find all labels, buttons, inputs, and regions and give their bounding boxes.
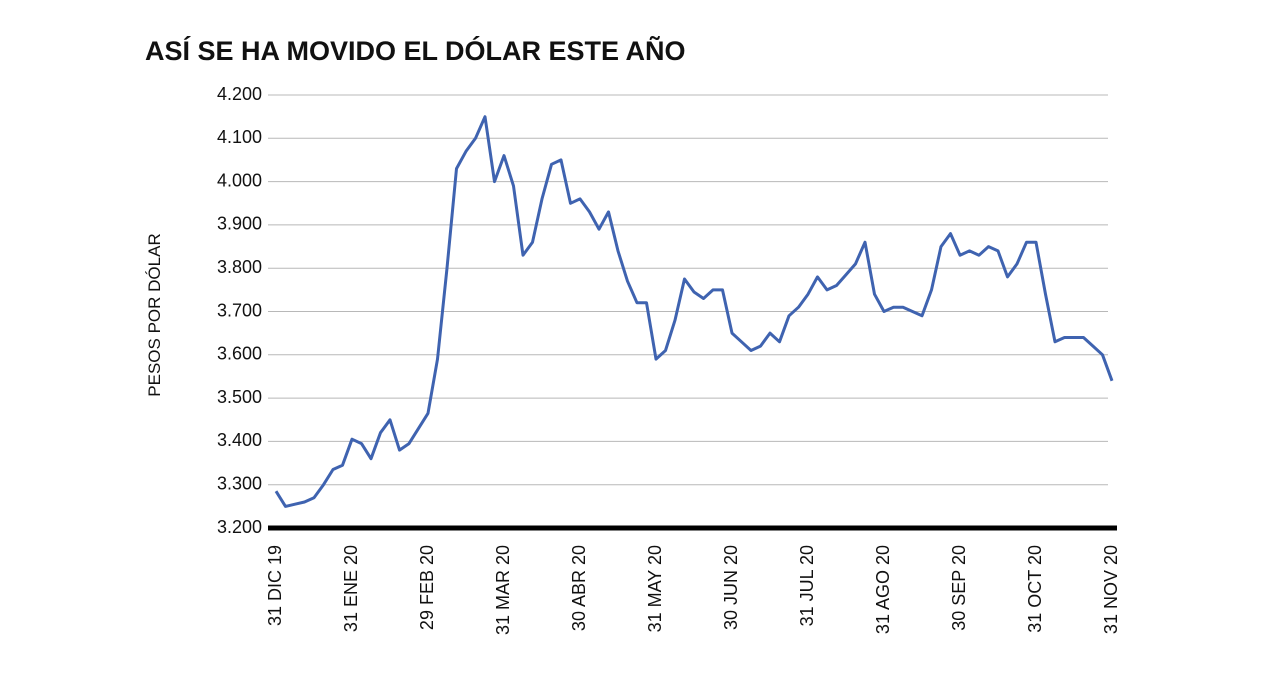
y-axis-label: PESOS POR DÓLAR: [145, 233, 164, 396]
y-tick-label: 3.700: [217, 300, 262, 320]
y-tick-label: 3.500: [217, 387, 262, 407]
x-tick-label: 31 DIC 19: [265, 545, 285, 626]
y-tick-label: 3.800: [217, 257, 262, 277]
x-tick-label: 31 MAY 20: [645, 545, 665, 632]
y-tick-label: 4.200: [217, 84, 262, 104]
y-tick-label: 3.600: [217, 344, 262, 364]
y-tick-label: 3.400: [217, 430, 262, 450]
x-tick-label: 31 ENE 20: [341, 545, 361, 632]
x-tick-label: 31 AGO 20: [873, 545, 893, 634]
data-line: [274, 115, 1114, 508]
x-tick-label: 30 JUN 20: [721, 545, 741, 630]
y-tick-label: 3.200: [217, 517, 262, 537]
x-tick-label: 31 JUL 20: [797, 545, 817, 626]
x-tick-label: 30 SEP 20: [949, 545, 969, 631]
y-tick-label: 3.900: [217, 214, 262, 234]
x-tick-label: 31 NOV 20: [1101, 545, 1121, 634]
y-tick-label: 4.000: [217, 170, 262, 190]
x-tick-label: 29 FEB 20: [417, 545, 437, 630]
y-tick-label: 3.300: [217, 473, 262, 493]
chart-title: ASÍ SE HA MOVIDO EL DÓLAR ESTE AÑO: [145, 35, 686, 66]
x-tick-label: 31 OCT 20: [1025, 545, 1045, 633]
y-tick-label: 4.100: [217, 127, 262, 147]
x-tick-label: 31 MAR 20: [493, 545, 513, 635]
x-tick-label: 30 ABR 20: [569, 545, 589, 631]
